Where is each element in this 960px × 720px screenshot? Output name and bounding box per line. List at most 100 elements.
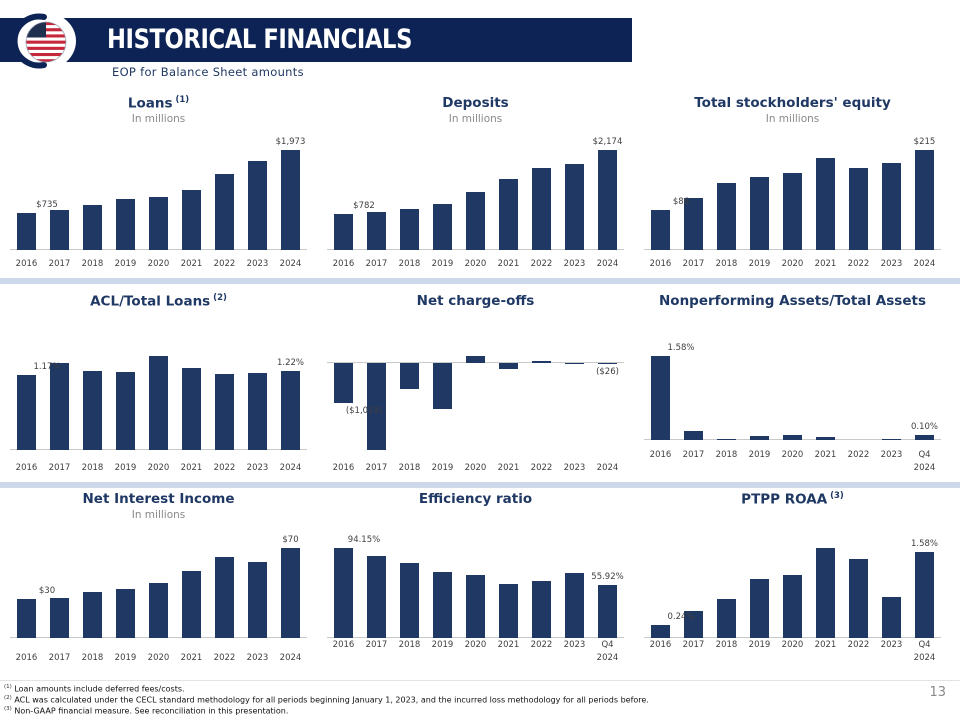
bar-2019 bbox=[116, 199, 135, 250]
plot-area: ($1,019) ($26) bbox=[327, 340, 624, 450]
bar-2017 bbox=[50, 598, 69, 638]
chart-deposits: Deposits In millions $782 $2,174 2016 2017 201… bbox=[317, 94, 634, 278]
chart-net-interest-income: Net Interest Income In millions $30 $70 2016… bbox=[0, 490, 317, 676]
bar-2020 bbox=[149, 582, 168, 638]
bar-2020 bbox=[783, 172, 802, 250]
x-axis-tick: 2023 bbox=[246, 652, 269, 663]
footnote-marker: (3) bbox=[4, 706, 12, 713]
x-axis-tick: 2016 bbox=[332, 640, 355, 651]
bar-2024 bbox=[598, 150, 617, 250]
bar-2021 bbox=[499, 178, 518, 250]
x-axis-tick: 2016 bbox=[15, 462, 38, 473]
chart-acl-total-loans: ACL/Total Loans (2) 1.17% 1.22% 2016 2017 201… bbox=[0, 292, 317, 476]
bar-2021 bbox=[499, 583, 518, 638]
x-axis-tick: 2019 bbox=[431, 258, 454, 269]
bar-2024 bbox=[281, 371, 300, 450]
bar-2023 bbox=[248, 373, 267, 450]
footer-divider bbox=[0, 680, 960, 681]
data-label: ($1,019) bbox=[345, 405, 383, 416]
bar-2024 bbox=[281, 548, 300, 638]
x-axis: 2016 2017 2018 2019 2020 2021 2022 2023 2024 bbox=[10, 462, 307, 474]
data-label: 1.22% bbox=[276, 358, 304, 369]
x-axis-tick: 2021 bbox=[497, 258, 520, 269]
bar-2020 bbox=[783, 434, 802, 440]
data-label: 0.10% bbox=[910, 421, 938, 432]
bar-2016 bbox=[651, 210, 670, 250]
bar-2018 bbox=[83, 204, 102, 250]
data-label: 1.17% bbox=[33, 361, 61, 372]
chart-subtitle: In millions bbox=[131, 509, 186, 521]
bar-2023 bbox=[248, 562, 267, 638]
chart-title: ACL/Total Loans (2) bbox=[8, 293, 309, 310]
bar-2019 bbox=[116, 372, 135, 450]
footnote-text: ACL was calculated under the CECL standa… bbox=[14, 695, 649, 705]
x-axis-tick: 2024 bbox=[596, 258, 619, 269]
chart-title-footnote-ref: (1) bbox=[172, 95, 190, 105]
x-axis-tick: 2016 bbox=[15, 652, 38, 663]
x-axis-tick: 2024 bbox=[913, 258, 936, 269]
x-axis-tick: 2018 bbox=[715, 450, 738, 461]
bar-2023 bbox=[565, 163, 584, 250]
bar-2018 bbox=[83, 591, 102, 638]
chart-title: Loans (1) bbox=[8, 95, 309, 112]
chart-net-charge-offs: Net charge-offs ($1,019) ($26) 2016 2017 2018… bbox=[317, 292, 634, 476]
x-axis: 2016 2017 2018 2019 2020 2021 2022 2023 2024 bbox=[10, 652, 307, 664]
bar-2016 bbox=[334, 214, 353, 250]
x-axis-tick: 2018 bbox=[81, 258, 104, 269]
chart-efficiency-ratio: Efficiency ratio 94.15% 55.92% 2016 2017 2018… bbox=[317, 490, 634, 676]
bar-2020 bbox=[149, 196, 168, 250]
bar-2022 bbox=[849, 558, 868, 638]
x-axis-tick: 2023 bbox=[880, 640, 903, 651]
x-axis-tick: 2017 bbox=[365, 258, 388, 269]
chart-title-text: Total stockholders' equity bbox=[694, 95, 891, 111]
chart-title: Nonperforming Assets/Total Assets bbox=[642, 293, 943, 310]
x-axis-tick: 2020 bbox=[781, 258, 804, 269]
x-axis-tick: 2021 bbox=[180, 258, 203, 269]
chart-subtitle: In millions bbox=[765, 113, 820, 125]
x-axis-tick: 2019 bbox=[114, 652, 137, 663]
footnote-1: (1) Loan amounts include deferred fees/c… bbox=[4, 684, 649, 695]
chart-ptpp-roaa: PTPP ROAA (3) 0.24% 1.58% 2016 2017 2018 2019 2… bbox=[634, 490, 951, 676]
x-axis-tick: 2023 bbox=[563, 640, 586, 651]
data-label: $1,973 bbox=[275, 137, 306, 147]
x-axis-tick: 2019 bbox=[431, 462, 454, 473]
bar-2019 bbox=[433, 204, 452, 250]
bar-2018 bbox=[400, 562, 419, 638]
data-label: $215 bbox=[913, 137, 936, 147]
bar-Q4-2024 bbox=[598, 584, 617, 638]
bar-2021 bbox=[816, 436, 835, 440]
chart-title-text: Efficiency ratio bbox=[418, 491, 533, 507]
chart-title: PTPP ROAA (3) bbox=[642, 491, 943, 508]
bar-2016 bbox=[334, 363, 353, 403]
bar-2019 bbox=[433, 572, 452, 638]
x-axis-tick: 2019 bbox=[431, 640, 454, 651]
bar-2017 bbox=[50, 210, 69, 250]
x-axis-tick: 2018 bbox=[81, 462, 104, 473]
data-label: $70 bbox=[282, 535, 299, 545]
data-label: $2,174 bbox=[592, 137, 623, 147]
x-axis-tick: 2020 bbox=[147, 652, 170, 663]
chart-title-text: PTPP ROAA bbox=[741, 491, 828, 508]
bar-2021 bbox=[499, 363, 518, 370]
x-axis-tick: 2019 bbox=[748, 640, 771, 651]
x-axis-tick: 2021 bbox=[814, 640, 837, 651]
plot-area: 0.24% 1.58% bbox=[644, 532, 941, 638]
chart-nonperforming-assets: Nonperforming Assets/Total Assets 1.58% 0.… bbox=[634, 292, 951, 476]
x-axis-tick: Q4 2024 bbox=[913, 450, 936, 473]
chart-title: Deposits bbox=[325, 95, 626, 112]
x-axis-tick: 2017 bbox=[48, 652, 71, 663]
x-axis-tick: 2020 bbox=[147, 258, 170, 269]
balance-sheet-note: EOP for Balance Sheet amounts bbox=[112, 65, 304, 79]
bar-2024 bbox=[598, 363, 617, 365]
x-axis-tick: 2022 bbox=[530, 640, 553, 651]
x-axis-tick: 2023 bbox=[563, 462, 586, 473]
x-axis-tick: 2020 bbox=[781, 450, 804, 461]
bar-2017 bbox=[367, 556, 386, 638]
data-label: $30 bbox=[38, 586, 56, 597]
x-axis-tick: 2023 bbox=[246, 462, 269, 473]
data-label: 1.58% bbox=[667, 343, 695, 353]
x-axis-tick: 2023 bbox=[880, 258, 903, 269]
chart-title-footnote-ref: (3) bbox=[827, 491, 844, 501]
footnote-3: (3) Non-GAAP financial measure. See reco… bbox=[4, 706, 649, 717]
chart-row-3: Net Interest Income In millions $30 $70 2016… bbox=[0, 490, 960, 676]
